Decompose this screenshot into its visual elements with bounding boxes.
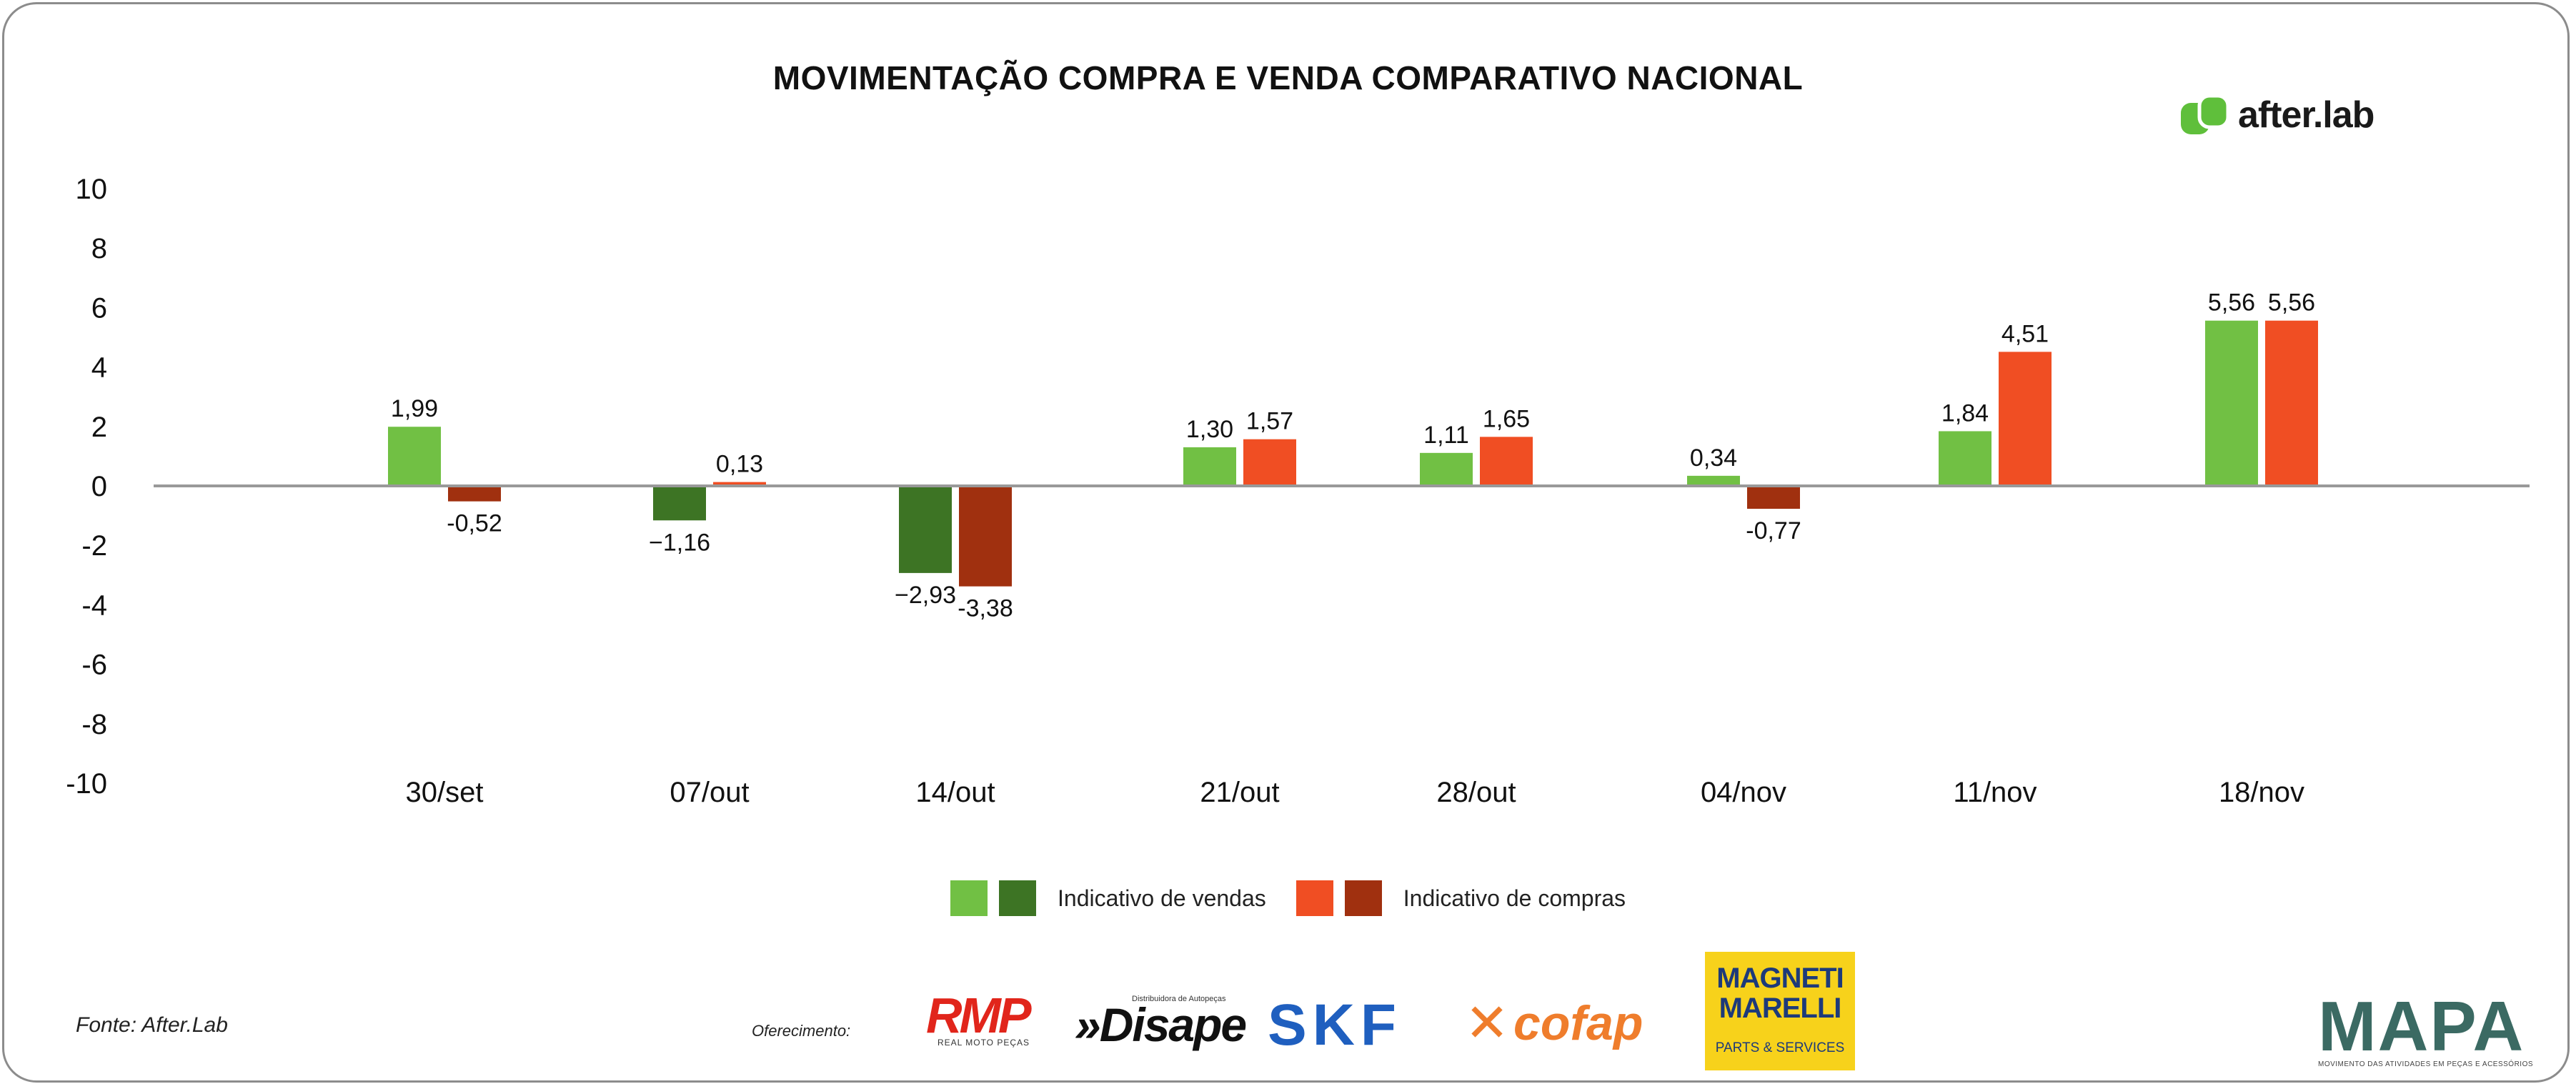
bar-vendas-2 — [899, 486, 952, 573]
legend-label-compras: Indicativo de compras — [1403, 885, 1626, 911]
rmp-tagline: REAL MOTO PEÇAS — [938, 1038, 1030, 1048]
rmp-wordmark: RMP — [926, 988, 1032, 1043]
after-lab-logo: after.lab — [2179, 93, 2374, 137]
label-compras-2: -3,38 — [958, 595, 1013, 622]
disape-tagline: Distribuidora de Autopeças — [1132, 995, 1226, 1003]
cofap-x-icon: ✕ — [1465, 993, 1510, 1053]
label-vendas-6: 1,84 — [1941, 399, 1989, 427]
skf-logo: SKF — [1268, 993, 1402, 1058]
disape-wordmark: »Disape — [1075, 998, 1247, 1051]
bar-compras-4 — [1480, 437, 1533, 486]
x-tick-label: 04/nov — [1701, 777, 1786, 808]
magneti-marelli-logo: MAGNETI MARELLI PARTS & SERVICES — [1705, 952, 1855, 1070]
legend-swatch-vendas-positive — [950, 880, 988, 916]
y-tick-label: -10 — [66, 768, 107, 800]
label-compras-0: -0,52 — [447, 510, 502, 537]
offer-label: Oferecimento: — [752, 1022, 851, 1040]
label-compras-1: 0,13 — [716, 451, 763, 478]
y-tick-label: -6 — [81, 650, 107, 681]
bar-vendas-4 — [1420, 452, 1473, 486]
label-vendas-5: 0,34 — [1690, 444, 1737, 472]
label-vendas-0: 1,99 — [391, 395, 438, 422]
bar-compras-0 — [448, 486, 501, 502]
y-tick-label: 0 — [91, 471, 107, 502]
chart-title: MOVIMENTAÇÃO COMPRA E VENDA COMPARATIVO … — [772, 59, 1804, 96]
legend-swatch-compras-negative — [1344, 880, 1382, 916]
bar-compras-6 — [1999, 352, 2052, 486]
cofap-logo: ✕ cofap — [1465, 993, 1643, 1053]
x-tick-label: 21/out — [1200, 777, 1279, 808]
label-vendas-2: −2,93 — [895, 582, 956, 609]
label-compras-3: 1,57 — [1246, 408, 1293, 435]
magneti-marelli-tagline: PARTS & SERVICES — [1715, 1040, 1845, 1055]
bar-vendas-0 — [388, 427, 441, 486]
source-note: Fonte: After.Lab — [76, 1013, 228, 1037]
disape-logo: Distribuidora de Autopeças »Disape — [1075, 995, 1247, 1051]
legend-swatch-vendas-negative — [999, 880, 1036, 916]
label-vendas-4: 1,11 — [1423, 422, 1469, 449]
mapa-tagline: MOVIMENTO DAS ATIVIDADES EM PEÇAS E ACES… — [2318, 1060, 2534, 1068]
x-tick-label: 28/out — [1436, 777, 1516, 808]
label-compras-4: 1,65 — [1483, 405, 1530, 432]
y-tick-label: 2 — [91, 412, 107, 443]
y-tick-label: -8 — [81, 709, 107, 740]
magneti-marelli-wordmark: MAGNETI MARELLI — [1716, 963, 1844, 1024]
after-lab-wordmark: after.lab — [2238, 94, 2374, 136]
bar-compras-1 — [713, 482, 766, 486]
bar-compras-3 — [1243, 439, 1296, 486]
cofap-wordmark: cofap — [1513, 996, 1643, 1050]
y-tick-label: -2 — [81, 530, 107, 562]
bar-compras-7 — [2265, 320, 2318, 486]
label-vendas-3: 1,30 — [1186, 416, 1233, 443]
bar-vendas-7 — [2205, 320, 2258, 486]
bar-chart: 10 8 6 4 2 0 -2 -4 -6 -8 -10 1,99 −1,16 −2,93 1,30 1,11… — [66, 174, 2530, 808]
label-compras-5: -0,77 — [1746, 517, 1801, 544]
y-tick-label: 10 — [76, 174, 108, 205]
x-tick-label: 07/out — [670, 777, 749, 808]
x-tick-label: 30/set — [406, 777, 484, 808]
bar-compras-2 — [959, 486, 1012, 587]
mapa-wordmark: MAPA — [2318, 987, 2525, 1065]
label-compras-7: 5,56 — [2268, 289, 2315, 317]
y-tick-label: 6 — [91, 292, 107, 324]
bar-vendas-5 — [1687, 475, 1740, 486]
label-vendas-1: −1,16 — [649, 529, 710, 556]
bar-vendas-1 — [653, 486, 706, 521]
bar-vendas-6 — [1939, 431, 1991, 486]
x-tick-label: 14/out — [915, 777, 995, 808]
x-tick-label: 18/nov — [2219, 777, 2304, 808]
bar-compras-5 — [1747, 486, 1800, 509]
legend-label-vendas: Indicativo de vendas — [1058, 885, 1266, 911]
bar-vendas-3 — [1183, 447, 1236, 486]
rmp-logo: RMP REAL MOTO PEÇAS — [926, 988, 1055, 1050]
legend-swatch-compras-positive — [1296, 880, 1333, 916]
y-tick-label: 8 — [91, 233, 107, 264]
y-tick-label: 4 — [91, 352, 107, 384]
legend: Indicativo de vendas Indicativo de compr… — [950, 880, 1656, 916]
x-tick-label: 11/nov — [1953, 777, 2037, 808]
after-lab-icon — [2181, 94, 2230, 134]
mapa-logo: MAPA MOVIMENTO DAS ATIVIDADES EM PEÇAS E… — [2318, 987, 2534, 1068]
label-vendas-7: 5,56 — [2208, 289, 2255, 317]
label-compras-6: 4,51 — [2001, 320, 2049, 347]
y-tick-label: -4 — [81, 590, 107, 621]
